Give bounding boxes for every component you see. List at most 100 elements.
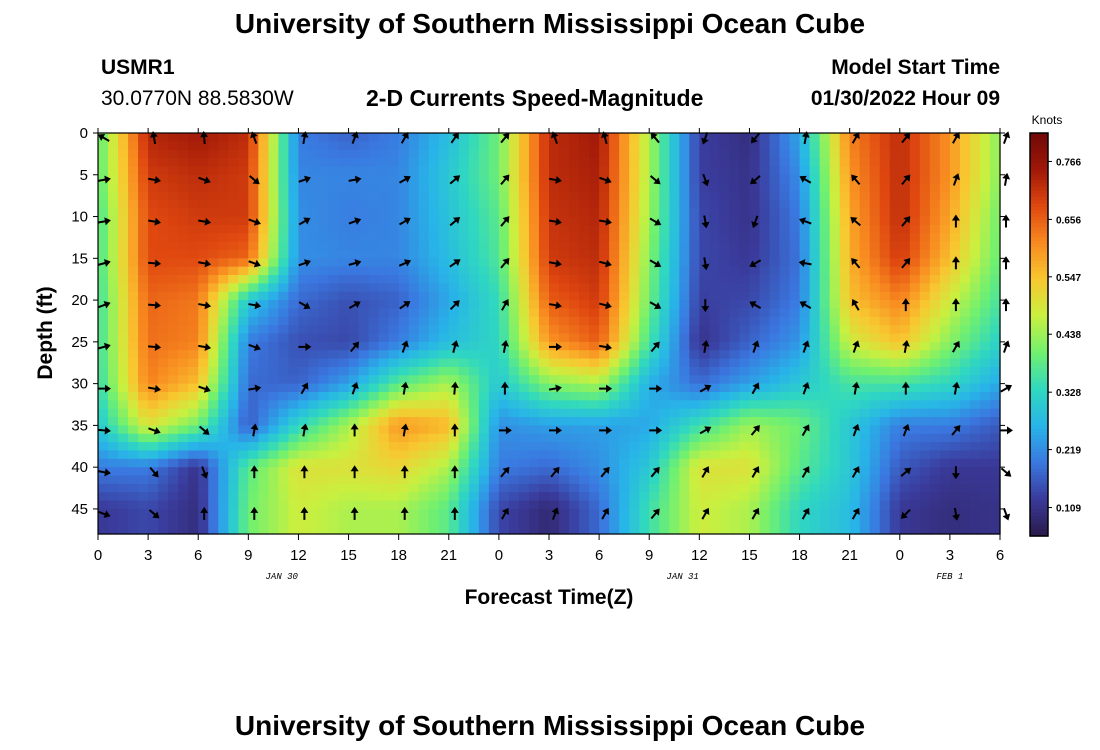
heatmap-cell: [759, 508, 771, 518]
heatmap-cell: [549, 233, 560, 243]
heatmap-cell: [789, 141, 801, 151]
heatmap-cell: [759, 525, 771, 535]
heatmap-cell: [889, 417, 901, 426]
heatmap-cell: [398, 199, 410, 209]
heatmap-cell: [979, 333, 991, 343]
current-arrow: [550, 466, 560, 478]
heatmap-cell: [679, 417, 690, 426]
heatmap-cell: [388, 492, 400, 502]
heatmap-cell: [278, 275, 290, 284]
heatmap-cell: [879, 425, 891, 435]
heatmap-cell: [408, 275, 420, 284]
heatmap-cell: [498, 275, 510, 284]
heatmap-cell: [368, 216, 380, 226]
heatmap-cell: [188, 508, 199, 518]
heatmap-cell: [909, 174, 921, 184]
heatmap-cell: [769, 358, 781, 368]
heatmap-cell: [488, 224, 500, 234]
heatmap-cell: [949, 391, 961, 401]
heatmap-cell: [629, 258, 640, 268]
heatmap-cell: [368, 433, 380, 443]
heatmap-cell: [408, 249, 420, 259]
heatmap-cell: [278, 442, 290, 452]
heatmap-cell: [689, 149, 700, 159]
heatmap-cell: [268, 183, 279, 193]
heatmap-cell: [128, 141, 139, 151]
heatmap-cell: [819, 191, 831, 201]
heatmap-cell: [468, 417, 480, 426]
heatmap-cell: [869, 241, 881, 251]
heatmap-cell: [949, 408, 961, 418]
heatmap-cell: [689, 508, 700, 518]
y-tick-label: 30: [71, 376, 88, 393]
heatmap-cell: [669, 216, 680, 226]
heatmap-cell: [869, 417, 881, 426]
heatmap-cell: [478, 141, 490, 151]
colorbar-tick-label: 0.438: [1056, 330, 1081, 341]
heatmap-cell: [508, 425, 520, 435]
heatmap-cell: [228, 266, 239, 276]
colorbar-segment: [1030, 448, 1048, 453]
heatmap-cell: [428, 442, 440, 452]
heatmap-cell: [809, 224, 821, 234]
heatmap-cell: [468, 500, 480, 510]
heatmap-cell: [508, 333, 520, 343]
heatmap-cell: [218, 300, 229, 310]
heatmap-cell: [629, 249, 640, 259]
heatmap-cell: [478, 391, 490, 401]
heatmap-cell: [819, 216, 831, 226]
heatmap-cell: [589, 350, 600, 360]
heatmap-cell: [909, 149, 921, 159]
colorbar-segment: [1030, 509, 1048, 514]
heatmap-cell: [108, 383, 119, 393]
heatmap-cell: [559, 508, 570, 518]
heatmap-cell: [128, 508, 139, 518]
heatmap-cell: [749, 442, 761, 452]
heatmap-cell: [949, 375, 961, 385]
heatmap-cell: [158, 275, 169, 284]
heatmap-cell: [278, 158, 290, 168]
colorbar-segment: [1030, 441, 1048, 446]
heatmap-cell: [959, 308, 971, 318]
heatmap-cell: [569, 458, 580, 468]
heatmap-cell: [669, 400, 680, 410]
heatmap-cell: [579, 291, 590, 301]
current-arrow: [1002, 298, 1010, 312]
heatmap-cell: [158, 308, 169, 318]
heatmap-cell: [118, 458, 129, 468]
heatmap-cell: [629, 208, 640, 218]
heatmap-cell: [178, 500, 189, 510]
current-arrow: [699, 384, 712, 393]
heatmap-cell: [959, 475, 971, 485]
heatmap-cell: [428, 458, 440, 468]
heatmap-cell: [979, 241, 991, 251]
heatmap-cell: [178, 316, 189, 326]
heatmap-cell: [148, 199, 159, 209]
heatmap-cell: [839, 500, 851, 510]
heatmap-cell: [709, 442, 720, 452]
heatmap-cell: [268, 174, 279, 184]
heatmap-cell: [959, 517, 971, 527]
heatmap-cell: [498, 316, 510, 326]
current-arrow: [952, 381, 961, 395]
heatmap-cell: [438, 358, 450, 368]
heatmap-cell: [328, 174, 340, 184]
heatmap-cell: [108, 158, 119, 168]
current-arrow: [298, 175, 311, 184]
heatmap-cell: [869, 166, 881, 176]
heatmap-cell: [318, 208, 330, 218]
heatmap-cell: [569, 417, 580, 426]
heatmap-cell: [809, 208, 821, 218]
heatmap-cell: [809, 174, 821, 184]
heatmap-cell: [398, 275, 410, 284]
heatmap-cell: [428, 433, 440, 443]
heatmap-cell: [108, 425, 119, 435]
heatmap-cell: [669, 283, 680, 293]
heatmap-cell: [398, 433, 410, 443]
heatmap-cell: [979, 400, 991, 410]
heatmap-cell: [839, 283, 851, 293]
heatmap-cell: [438, 174, 450, 184]
heatmap-cell: [899, 417, 911, 426]
heatmap-cell: [178, 191, 189, 201]
heatmap-cell: [188, 358, 199, 368]
